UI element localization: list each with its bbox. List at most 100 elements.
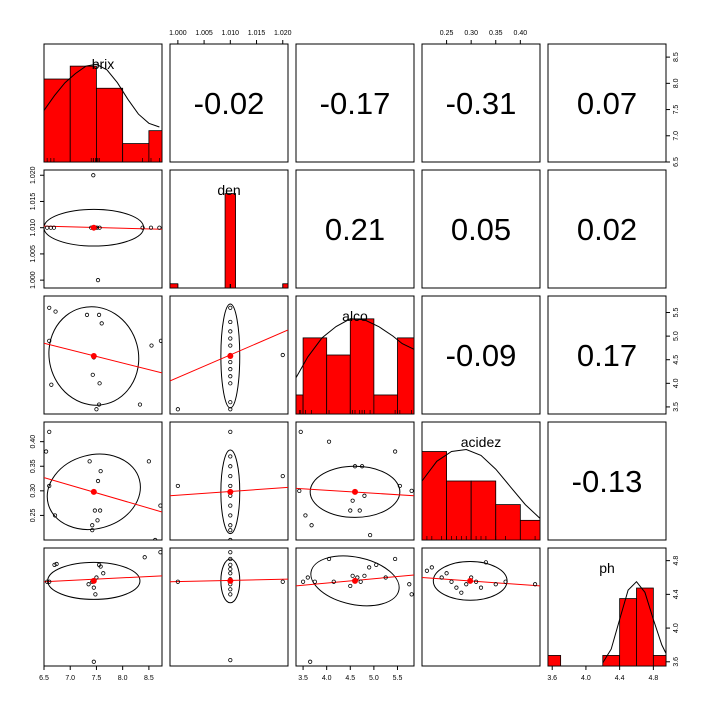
data-point bbox=[90, 528, 95, 533]
data-point bbox=[228, 587, 233, 592]
data-point bbox=[449, 579, 454, 584]
histogram-bar bbox=[446, 480, 472, 541]
correlation-label: -0.13 bbox=[572, 464, 643, 499]
tick-label: 1.010 bbox=[30, 219, 37, 237]
axis-ph-right: 3.6 4.0 4.4 4.8 bbox=[666, 556, 680, 667]
data-point bbox=[503, 579, 508, 584]
data-point bbox=[175, 579, 180, 584]
centroid-point bbox=[227, 577, 234, 584]
regression-line bbox=[44, 477, 162, 513]
data-point bbox=[280, 473, 285, 479]
data-point bbox=[368, 532, 373, 538]
tick-label: 6.5 bbox=[673, 157, 680, 167]
tick-label: 4.8 bbox=[673, 556, 680, 566]
panel-alco-vs-brix bbox=[44, 305, 162, 412]
data-point bbox=[478, 585, 484, 590]
tick-label: 0.25 bbox=[30, 508, 37, 522]
histogram-bar bbox=[326, 354, 351, 415]
data-point bbox=[228, 400, 233, 405]
data-point bbox=[148, 225, 154, 230]
centroid-point bbox=[352, 577, 358, 584]
tick-label: 1.000 bbox=[169, 30, 187, 37]
tick-label: 0.40 bbox=[514, 30, 528, 37]
data-point bbox=[228, 367, 233, 372]
tick-label: 4.8 bbox=[648, 675, 658, 682]
panel-frame bbox=[547, 421, 667, 541]
correlation-label: -0.02 bbox=[194, 86, 265, 121]
data-point bbox=[409, 488, 414, 493]
data-point bbox=[228, 566, 233, 572]
panel-acidez-vs-alco bbox=[296, 429, 414, 538]
data-point bbox=[95, 278, 101, 283]
data-point bbox=[44, 449, 49, 454]
axis-brix-right: 6.5 7.0 7.5 8.0 8.5 bbox=[666, 52, 680, 167]
tick-label: 5.0 bbox=[369, 675, 379, 682]
histogram-bar bbox=[602, 655, 621, 667]
panel-frame bbox=[421, 43, 541, 163]
histogram-bar bbox=[519, 519, 541, 541]
data-point bbox=[97, 225, 102, 230]
histogram-bar bbox=[169, 283, 179, 289]
panel-ph-vs-den bbox=[170, 550, 288, 663]
data-point bbox=[348, 508, 353, 513]
data-point bbox=[444, 571, 449, 576]
tick-label: 5.5 bbox=[673, 308, 680, 318]
data-point bbox=[49, 382, 54, 387]
data-point bbox=[158, 503, 162, 508]
data-point bbox=[142, 555, 147, 560]
tick-label: 0.40 bbox=[30, 435, 37, 449]
tick-label: 8.5 bbox=[144, 675, 154, 682]
panel-frame bbox=[43, 547, 163, 667]
data-point bbox=[358, 579, 363, 584]
centroid-point bbox=[90, 224, 97, 231]
data-point bbox=[228, 562, 233, 567]
tick-label: 1.005 bbox=[30, 245, 37, 263]
histogram-bar bbox=[619, 598, 637, 667]
data-point bbox=[47, 429, 52, 434]
panel-frame bbox=[295, 169, 415, 289]
data-point bbox=[228, 464, 233, 469]
confidence-ellipse bbox=[44, 208, 145, 247]
regression-line bbox=[44, 342, 162, 374]
data-point bbox=[439, 575, 444, 580]
correlation-label: -0.31 bbox=[446, 86, 517, 121]
panel-acidez-vs-brix bbox=[44, 429, 162, 540]
data-point bbox=[87, 459, 92, 464]
data-point bbox=[94, 575, 99, 580]
confidence-ellipse bbox=[48, 306, 140, 406]
panel-den-vs-brix bbox=[44, 173, 162, 283]
data-point bbox=[54, 561, 59, 567]
histogram-alco: alco bbox=[295, 308, 415, 415]
correlation-label: 0.17 bbox=[577, 338, 637, 373]
panel-ph-vs-alco bbox=[296, 555, 414, 664]
data-point bbox=[94, 407, 99, 412]
correlation-label: 0.02 bbox=[577, 212, 637, 247]
data-point bbox=[350, 573, 355, 578]
data-point bbox=[397, 483, 402, 489]
data-point bbox=[228, 657, 233, 663]
data-point bbox=[98, 469, 103, 474]
correlation-label: 0.21 bbox=[325, 212, 385, 247]
data-point bbox=[228, 319, 233, 325]
data-point bbox=[92, 508, 97, 513]
data-point bbox=[308, 659, 313, 664]
axis-acidez-left: 0.25 0.30 0.35 0.40 bbox=[30, 435, 44, 522]
histogram-bar bbox=[96, 87, 124, 163]
data-point bbox=[298, 429, 303, 434]
histogram-bar bbox=[397, 337, 415, 415]
variable-label: den bbox=[217, 182, 240, 198]
tick-label: 7.5 bbox=[673, 105, 680, 115]
data-point bbox=[157, 225, 162, 230]
density-curve bbox=[295, 318, 415, 379]
histogram-bar bbox=[224, 193, 236, 289]
data-point bbox=[280, 352, 285, 358]
data-point bbox=[305, 575, 310, 580]
tick-label: 0.30 bbox=[30, 484, 37, 498]
data-point bbox=[175, 407, 180, 412]
data-point bbox=[53, 309, 58, 314]
tick-label: 3.6 bbox=[547, 675, 557, 682]
tick-label: 7.5 bbox=[92, 675, 102, 682]
histogram-bar bbox=[652, 655, 667, 667]
panel-frame bbox=[295, 43, 415, 163]
